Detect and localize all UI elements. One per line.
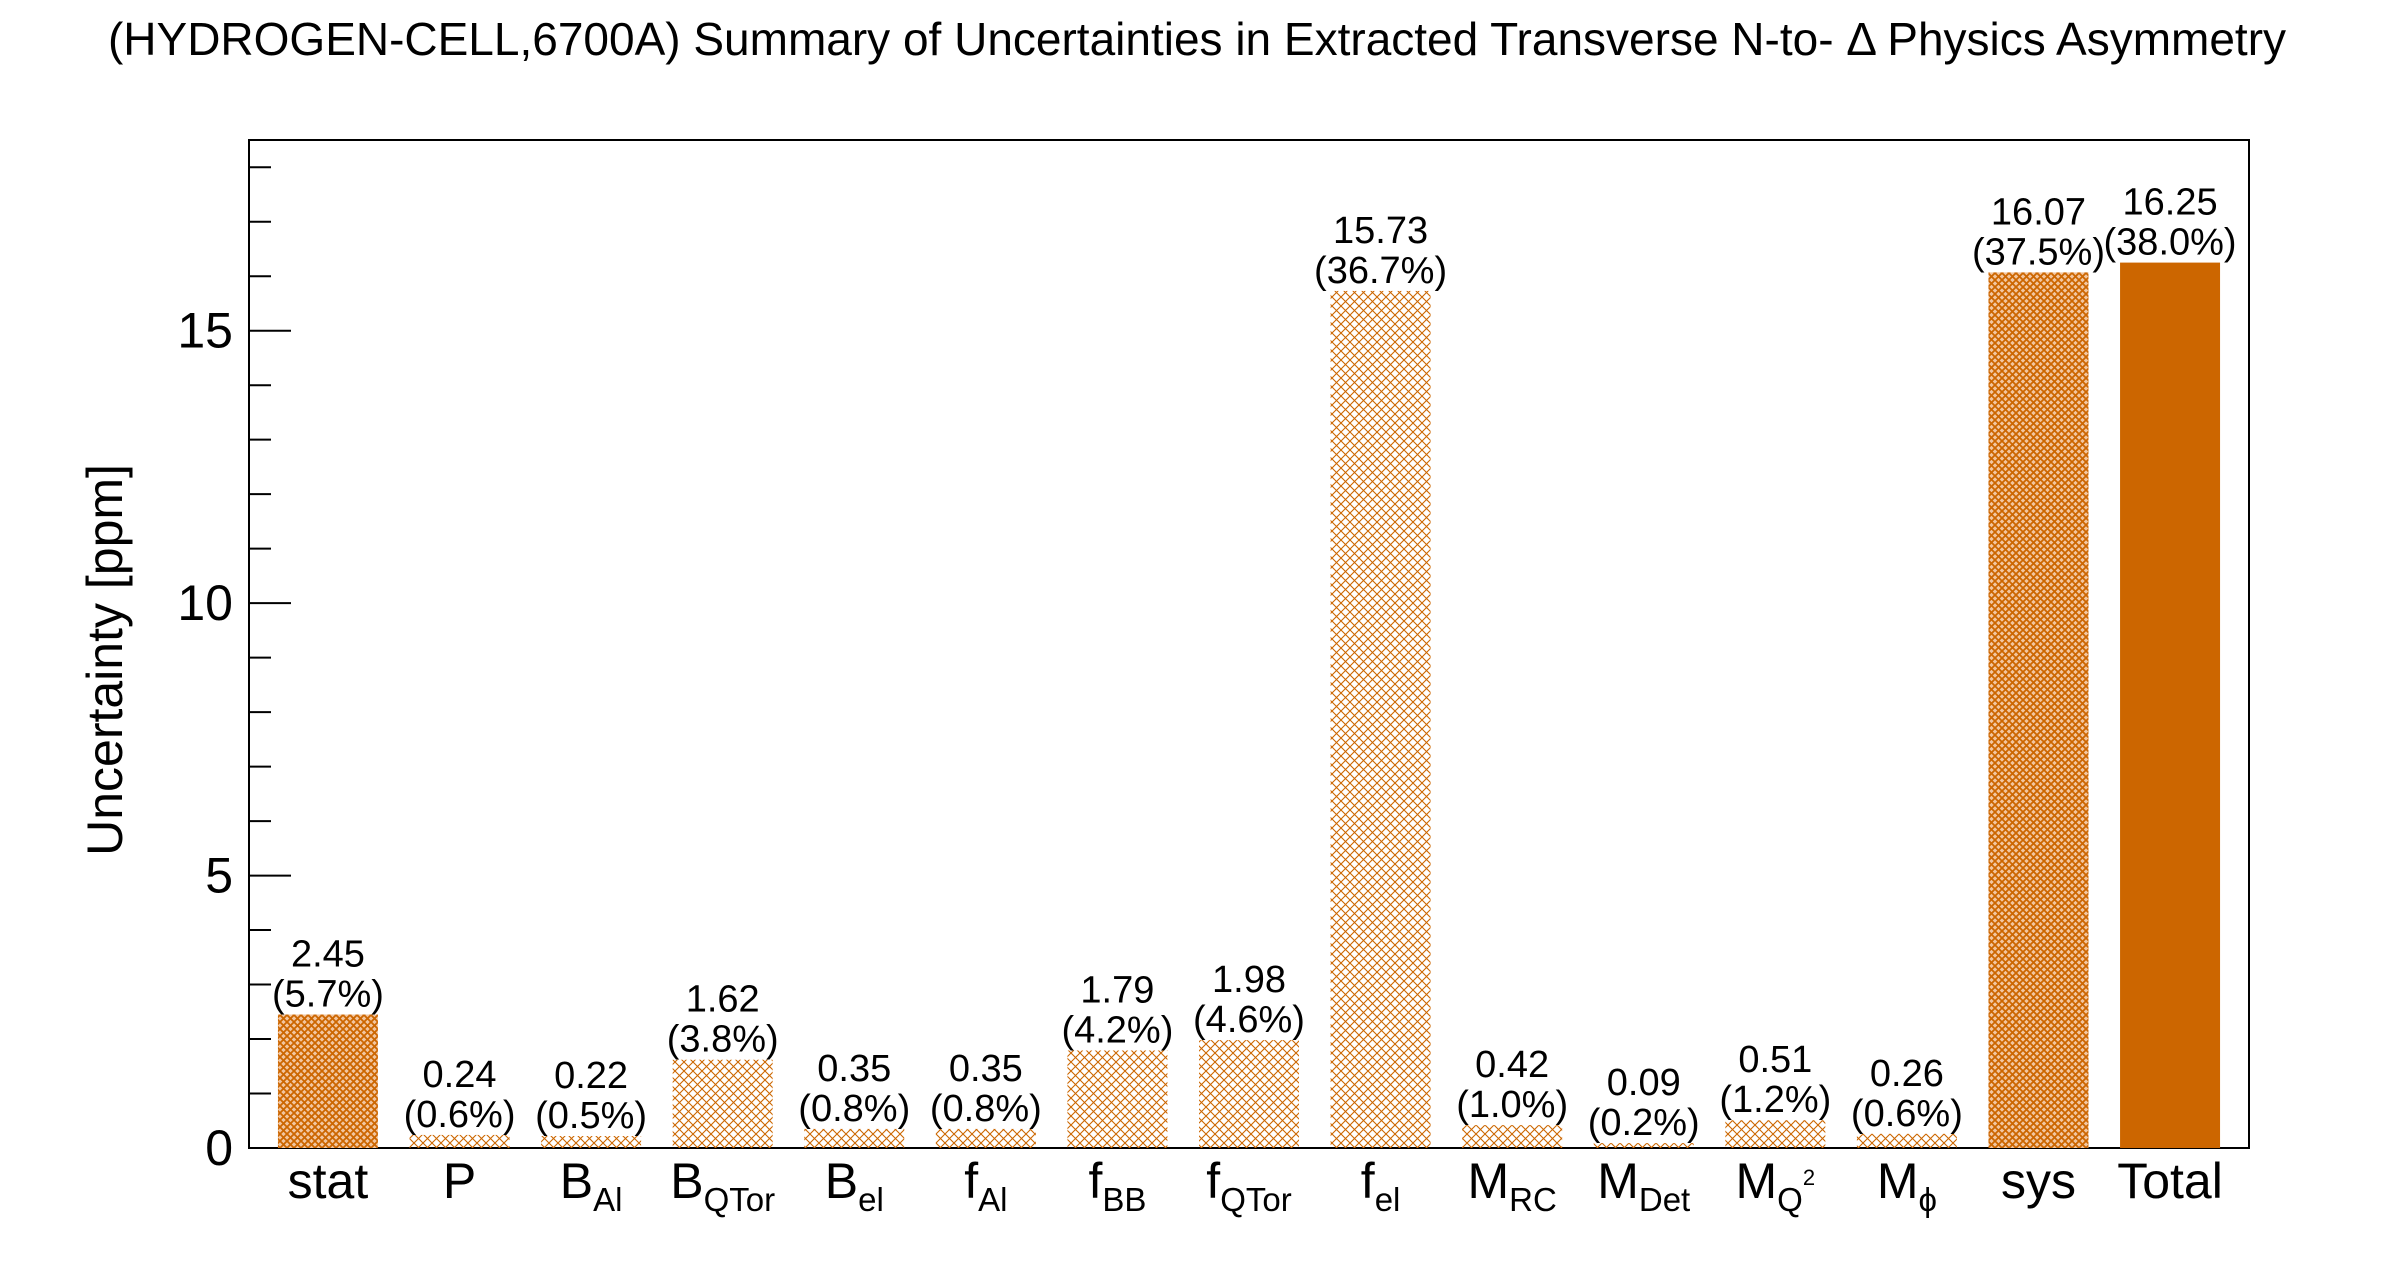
x-tick-label: Bel — [825, 1153, 884, 1218]
x-tick-label: BQTor — [670, 1153, 775, 1218]
chart-title: (HYDROGEN-CELL,6700A) Summary of Uncerta… — [108, 13, 2286, 65]
bar-labels-group: 2.45(5.7%)0.24(0.6%)0.22(0.5%)1.62(3.8%)… — [272, 182, 2237, 1145]
bar-value-label: 2.45 — [291, 934, 365, 976]
bar — [2120, 262, 2221, 1148]
x-tick-label: MDet — [1597, 1153, 1690, 1218]
bars-group — [277, 262, 2221, 1148]
bar-value-label: 16.25 — [2123, 182, 2218, 224]
bar-percent-label: (37.5%) — [1972, 231, 2105, 273]
bar-value-label: 0.35 — [817, 1048, 891, 1090]
y-tick-label: 5 — [205, 848, 233, 904]
x-tick-label: MRC — [1467, 1153, 1556, 1218]
x-tick-label: fAl — [964, 1153, 1007, 1218]
x-tick-label: sys — [2001, 1153, 2076, 1209]
bar-value-label: 1.79 — [1080, 969, 1154, 1011]
bar — [672, 1059, 773, 1148]
bar-value-label: 0.09 — [1607, 1062, 1681, 1104]
bar-value-label: 1.98 — [1212, 959, 1286, 1001]
bar-value-label: 15.73 — [1333, 210, 1428, 252]
bar-value-label: 0.22 — [554, 1055, 628, 1097]
bar-percent-label: (0.6%) — [404, 1094, 516, 1136]
bar — [1856, 1133, 1957, 1148]
bar-percent-label: (5.7%) — [272, 974, 384, 1016]
x-tick-label: stat — [288, 1153, 369, 1209]
x-tick-labels-group: stat P BAl BQTor Bel fAl fBB fQTor fel MRC MDet MQ2… — [288, 1153, 2223, 1218]
x-tick-label: MQ2 — [1736, 1153, 1816, 1218]
bar — [804, 1128, 905, 1148]
bar — [1067, 1050, 1168, 1148]
bar-percent-label: (0.2%) — [1588, 1102, 1700, 1144]
y-tick-label: 15 — [177, 303, 233, 359]
bar — [409, 1134, 510, 1148]
bar — [1593, 1143, 1694, 1148]
y-tick-label: 10 — [177, 575, 233, 631]
x-tick-label: fel — [1361, 1153, 1401, 1218]
x-tick-label: BAl — [560, 1153, 623, 1218]
bar-value-label: 0.51 — [1738, 1039, 1812, 1081]
bar — [935, 1128, 1036, 1148]
bar-percent-label: (0.5%) — [535, 1095, 647, 1137]
y-axis-label: Uncertainty [ppm] — [77, 464, 133, 856]
bar-percent-label: (3.8%) — [667, 1019, 779, 1061]
bar-percent-label: (0.8%) — [798, 1088, 910, 1130]
bar — [1725, 1120, 1826, 1148]
x-tick-label: Total — [2117, 1153, 2223, 1209]
bar-percent-label: (4.2%) — [1061, 1009, 1173, 1051]
x-tick-label: fBB — [1088, 1153, 1146, 1218]
bar-value-label: 16.07 — [1991, 191, 2086, 233]
x-tick-label: fQTor — [1206, 1153, 1291, 1218]
bar-value-label: 0.24 — [423, 1054, 497, 1096]
bar — [1988, 272, 2089, 1148]
bar-percent-label: (36.7%) — [1314, 250, 1447, 292]
bar-value-label: 0.42 — [1475, 1044, 1549, 1086]
bar-percent-label: (4.6%) — [1193, 999, 1305, 1041]
bar-percent-label: (1.2%) — [1719, 1079, 1831, 1121]
bar — [541, 1136, 642, 1148]
bar — [1330, 290, 1431, 1148]
bar-percent-label: (0.8%) — [930, 1088, 1042, 1130]
bar — [1199, 1040, 1299, 1148]
bar-percent-label: (0.6%) — [1851, 1093, 1963, 1135]
bar — [1462, 1125, 1563, 1148]
x-tick-label: Mϕ — [1877, 1153, 1937, 1218]
bar-percent-label: (1.0%) — [1456, 1084, 1568, 1126]
bar-value-label: 0.26 — [1870, 1053, 1944, 1095]
bar-value-label: 0.35 — [949, 1048, 1023, 1090]
bar-percent-label: (38.0%) — [2104, 222, 2237, 264]
y-axis: 0 5 10 15 — [177, 166, 291, 1176]
bar-value-label: 1.62 — [686, 979, 760, 1021]
bar — [277, 1014, 378, 1148]
x-tick-label: P — [443, 1153, 476, 1209]
y-tick-label: 0 — [205, 1120, 233, 1176]
